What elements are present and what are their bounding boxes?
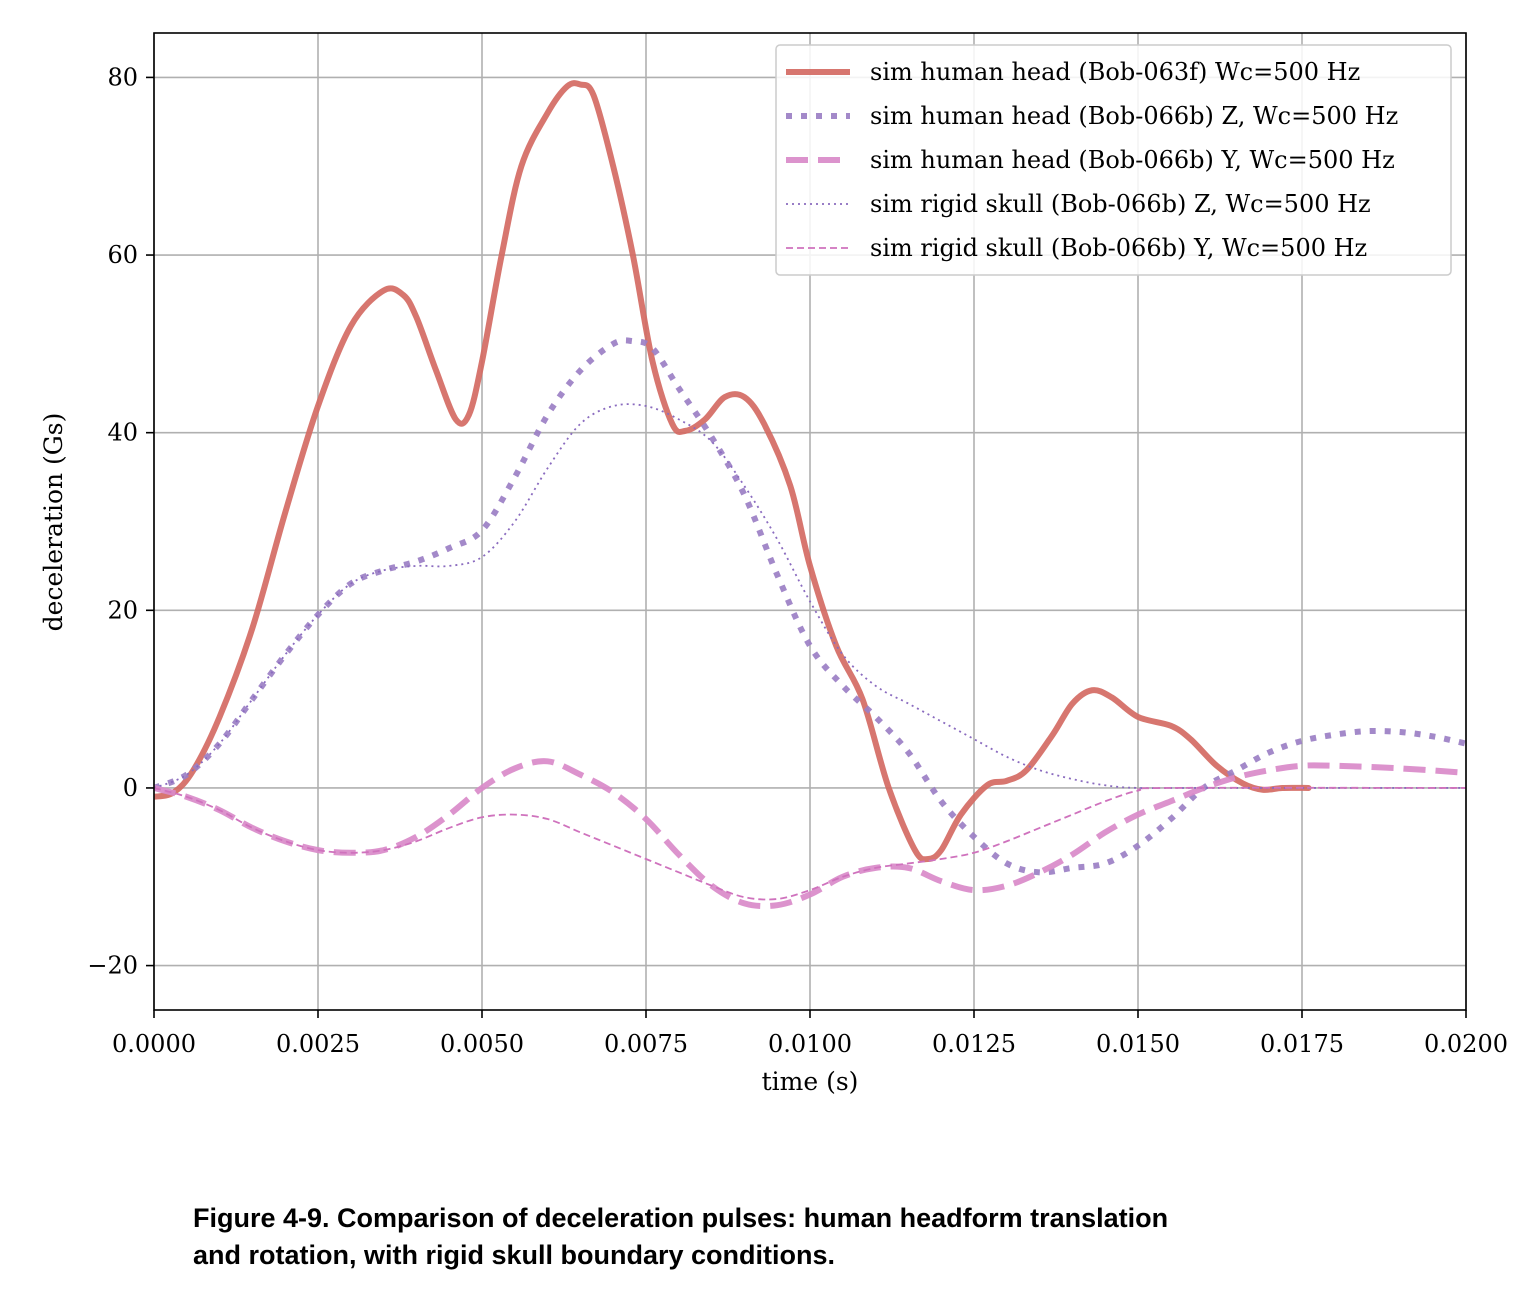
y-axis-ticks: −20 0 20 40 60 80: [87, 63, 154, 980]
x-tick-label: 0.0000: [112, 1030, 196, 1058]
legend-entry-label: sim human head (Bob-066b) Y, Wc=500 Hz: [870, 146, 1395, 174]
legend-entry-label: sim human head (Bob-063f) Wc=500 Hz: [870, 58, 1360, 86]
x-tick-label: 0.0125: [932, 1030, 1016, 1058]
legend-box: [775, 44, 1452, 276]
legend-entry-label: sim rigid skull (Bob-066b) Y, Wc=500 Hz: [870, 234, 1367, 262]
x-tick-label: 0.0050: [440, 1030, 524, 1058]
y-tick-label: 40: [107, 419, 138, 447]
legend-entry-label: sim human head (Bob-066b) Z, Wc=500 Hz: [870, 102, 1398, 130]
deceleration-chart: 0.0000 0.0025 0.0050 0.0075 0.0100 0.0125 0.01…: [39, 32, 1508, 1096]
figure-caption: Figure 4-9. Comparison of deceleration p…: [193, 1200, 1443, 1274]
y-tick-label: 80: [107, 63, 138, 91]
series-lines: [154, 80, 1466, 910]
series-human-head-066b-y: [154, 758, 1466, 910]
legend-entry-label: sim rigid skull (Bob-066b) Z, Wc=500 Hz: [870, 190, 1371, 218]
y-tick-label: −20: [87, 952, 138, 980]
caption-line-1: Figure 4-9. Comparison of deceleration p…: [193, 1203, 1169, 1233]
legend: sim human head (Bob-063f) Wc=500 Hz sim h…: [775, 44, 1452, 276]
x-tick-label: 0.0200: [1424, 1030, 1508, 1058]
series-rigid-skull-066b-y: [154, 786, 1466, 901]
y-tick-label: 20: [107, 596, 138, 624]
x-tick-label: 0.0025: [276, 1030, 360, 1058]
x-tick-label: 0.0100: [768, 1030, 852, 1058]
y-tick-label: 60: [107, 241, 138, 269]
x-axis-ticks: 0.0000 0.0025 0.0050 0.0075 0.0100 0.0125 0.01…: [112, 1010, 1508, 1058]
y-tick-label: 0: [123, 774, 138, 802]
x-tick-label: 0.0150: [1096, 1030, 1180, 1058]
x-tick-label: 0.0175: [1260, 1030, 1344, 1058]
y-axis-label: deceleration (Gs): [39, 413, 68, 632]
series-human-head-063f: [154, 80, 1312, 863]
caption-line-2: and rotation, with rigid skull boundary …: [193, 1240, 836, 1270]
x-axis-label: time (s): [762, 1067, 859, 1096]
x-tick-label: 0.0075: [604, 1030, 688, 1058]
